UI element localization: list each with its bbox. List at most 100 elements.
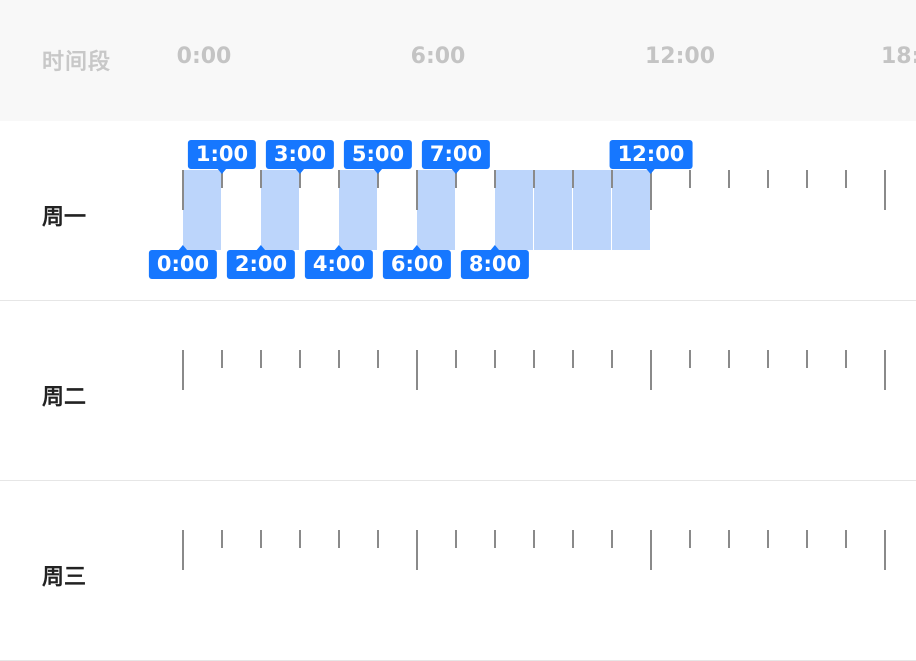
hour-cell[interactable] (807, 530, 846, 610)
hour-cell[interactable] (339, 170, 378, 250)
hour-tick (299, 350, 301, 368)
hour-tick (689, 350, 691, 368)
hour-tick (845, 350, 847, 368)
day-row: 周一 1:00 3:00 5:00 7:00 12:00 0:00 2:00 4:00 6:00 8… (0, 121, 916, 301)
hour-cell[interactable] (495, 350, 534, 430)
selected-hour-slot[interactable] (417, 170, 455, 250)
hour-cell[interactable] (456, 350, 495, 430)
major-hour-tick (182, 170, 184, 210)
hour-cell[interactable] (807, 350, 846, 430)
hour-tick (533, 530, 535, 548)
hour-cell[interactable] (456, 530, 495, 610)
hour-cell[interactable] (651, 350, 690, 430)
hour-cell[interactable] (495, 170, 534, 250)
day-row: 周三 (0, 481, 916, 661)
hour-cell[interactable] (300, 170, 339, 250)
hour-tick (455, 350, 457, 368)
hour-cell[interactable] (846, 170, 885, 250)
hour-cell[interactable] (573, 350, 612, 430)
hour-tick (533, 170, 535, 188)
hour-cell[interactable] (573, 170, 612, 250)
hour-tick (689, 530, 691, 548)
hour-cell[interactable] (846, 530, 885, 610)
selected-hour-slot[interactable] (495, 170, 533, 250)
slot-start-time-tag: 0:00 (148, 245, 218, 279)
hour-cell[interactable] (222, 530, 261, 610)
major-hour-tick (416, 530, 418, 570)
hour-cell[interactable] (612, 350, 651, 430)
hour-cell[interactable] (417, 170, 456, 250)
selected-hour-slot[interactable] (183, 170, 221, 250)
hour-tick (728, 530, 730, 548)
hour-tick (611, 170, 613, 188)
hour-tick (260, 170, 262, 188)
hour-cell[interactable] (417, 350, 456, 430)
hour-cell[interactable] (222, 350, 261, 430)
hour-tick (260, 350, 262, 368)
selected-hour-slot[interactable] (573, 170, 611, 250)
hour-tick (611, 350, 613, 368)
day-label: 周二 (42, 385, 87, 410)
hour-cell[interactable] (339, 530, 378, 610)
hour-cell[interactable] (300, 530, 339, 610)
major-hour-tick (650, 170, 652, 210)
hour-cell[interactable] (768, 530, 807, 610)
hour-cell[interactable] (846, 350, 885, 430)
hour-tick (455, 530, 457, 548)
hour-cell[interactable] (651, 530, 690, 610)
hour-cell[interactable] (261, 530, 300, 610)
major-hour-tick (416, 170, 418, 210)
hour-cell[interactable] (690, 530, 729, 610)
hour-tick (845, 530, 847, 548)
slot-end-time-tag: 7:00 (421, 140, 491, 174)
hour-label: 6:00 (410, 44, 466, 69)
hour-cell[interactable] (612, 170, 651, 250)
hour-cell[interactable] (729, 170, 768, 250)
hour-tick (767, 530, 769, 548)
hour-cell[interactable] (690, 350, 729, 430)
hour-tick (221, 530, 223, 548)
hour-cell[interactable] (690, 170, 729, 250)
selected-hour-slot[interactable] (534, 170, 572, 250)
hour-cell[interactable] (378, 350, 417, 430)
hour-cell[interactable] (612, 530, 651, 610)
selected-hour-slot[interactable] (339, 170, 377, 250)
hour-cell[interactable] (183, 530, 222, 610)
slot-end-time-tag: 1:00 (187, 140, 257, 174)
hour-label: 18:00 (880, 44, 916, 69)
hour-cell[interactable] (183, 350, 222, 430)
slot-end-time-tag: 5:00 (343, 140, 413, 174)
hour-cell[interactable] (768, 170, 807, 250)
hour-cell[interactable] (534, 350, 573, 430)
selected-hour-slot[interactable] (612, 170, 650, 250)
hour-cell[interactable] (339, 350, 378, 430)
hour-cell[interactable] (651, 170, 690, 250)
slot-end-time-tag: 3:00 (265, 140, 335, 174)
hour-cell[interactable] (417, 530, 456, 610)
selected-hour-slot[interactable] (261, 170, 299, 250)
hour-cell[interactable] (261, 350, 300, 430)
hour-cell[interactable] (222, 170, 261, 250)
hour-cell[interactable] (807, 170, 846, 250)
hour-cell[interactable] (534, 170, 573, 250)
hour-cell[interactable] (729, 350, 768, 430)
hour-cell[interactable] (378, 170, 417, 250)
slot-start-time-tag: 2:00 (226, 245, 296, 279)
hour-cell[interactable] (573, 530, 612, 610)
hour-cell[interactable] (534, 530, 573, 610)
hour-cell[interactable] (183, 170, 222, 250)
hour-cell[interactable] (300, 350, 339, 430)
hour-cell[interactable] (456, 170, 495, 250)
hour-cell[interactable] (378, 530, 417, 610)
hour-tick (338, 170, 340, 188)
slot-start-time-tag: 8:00 (460, 245, 530, 279)
hour-cell[interactable] (768, 350, 807, 430)
hour-label: 12:00 (644, 44, 716, 69)
hour-cell[interactable] (261, 170, 300, 250)
hour-tick (377, 530, 379, 548)
hour-tick (260, 530, 262, 548)
hour-cell[interactable] (495, 530, 534, 610)
slot-end-time-tag: 12:00 (609, 140, 693, 174)
hour-tick (806, 350, 808, 368)
hour-cell[interactable] (729, 530, 768, 610)
